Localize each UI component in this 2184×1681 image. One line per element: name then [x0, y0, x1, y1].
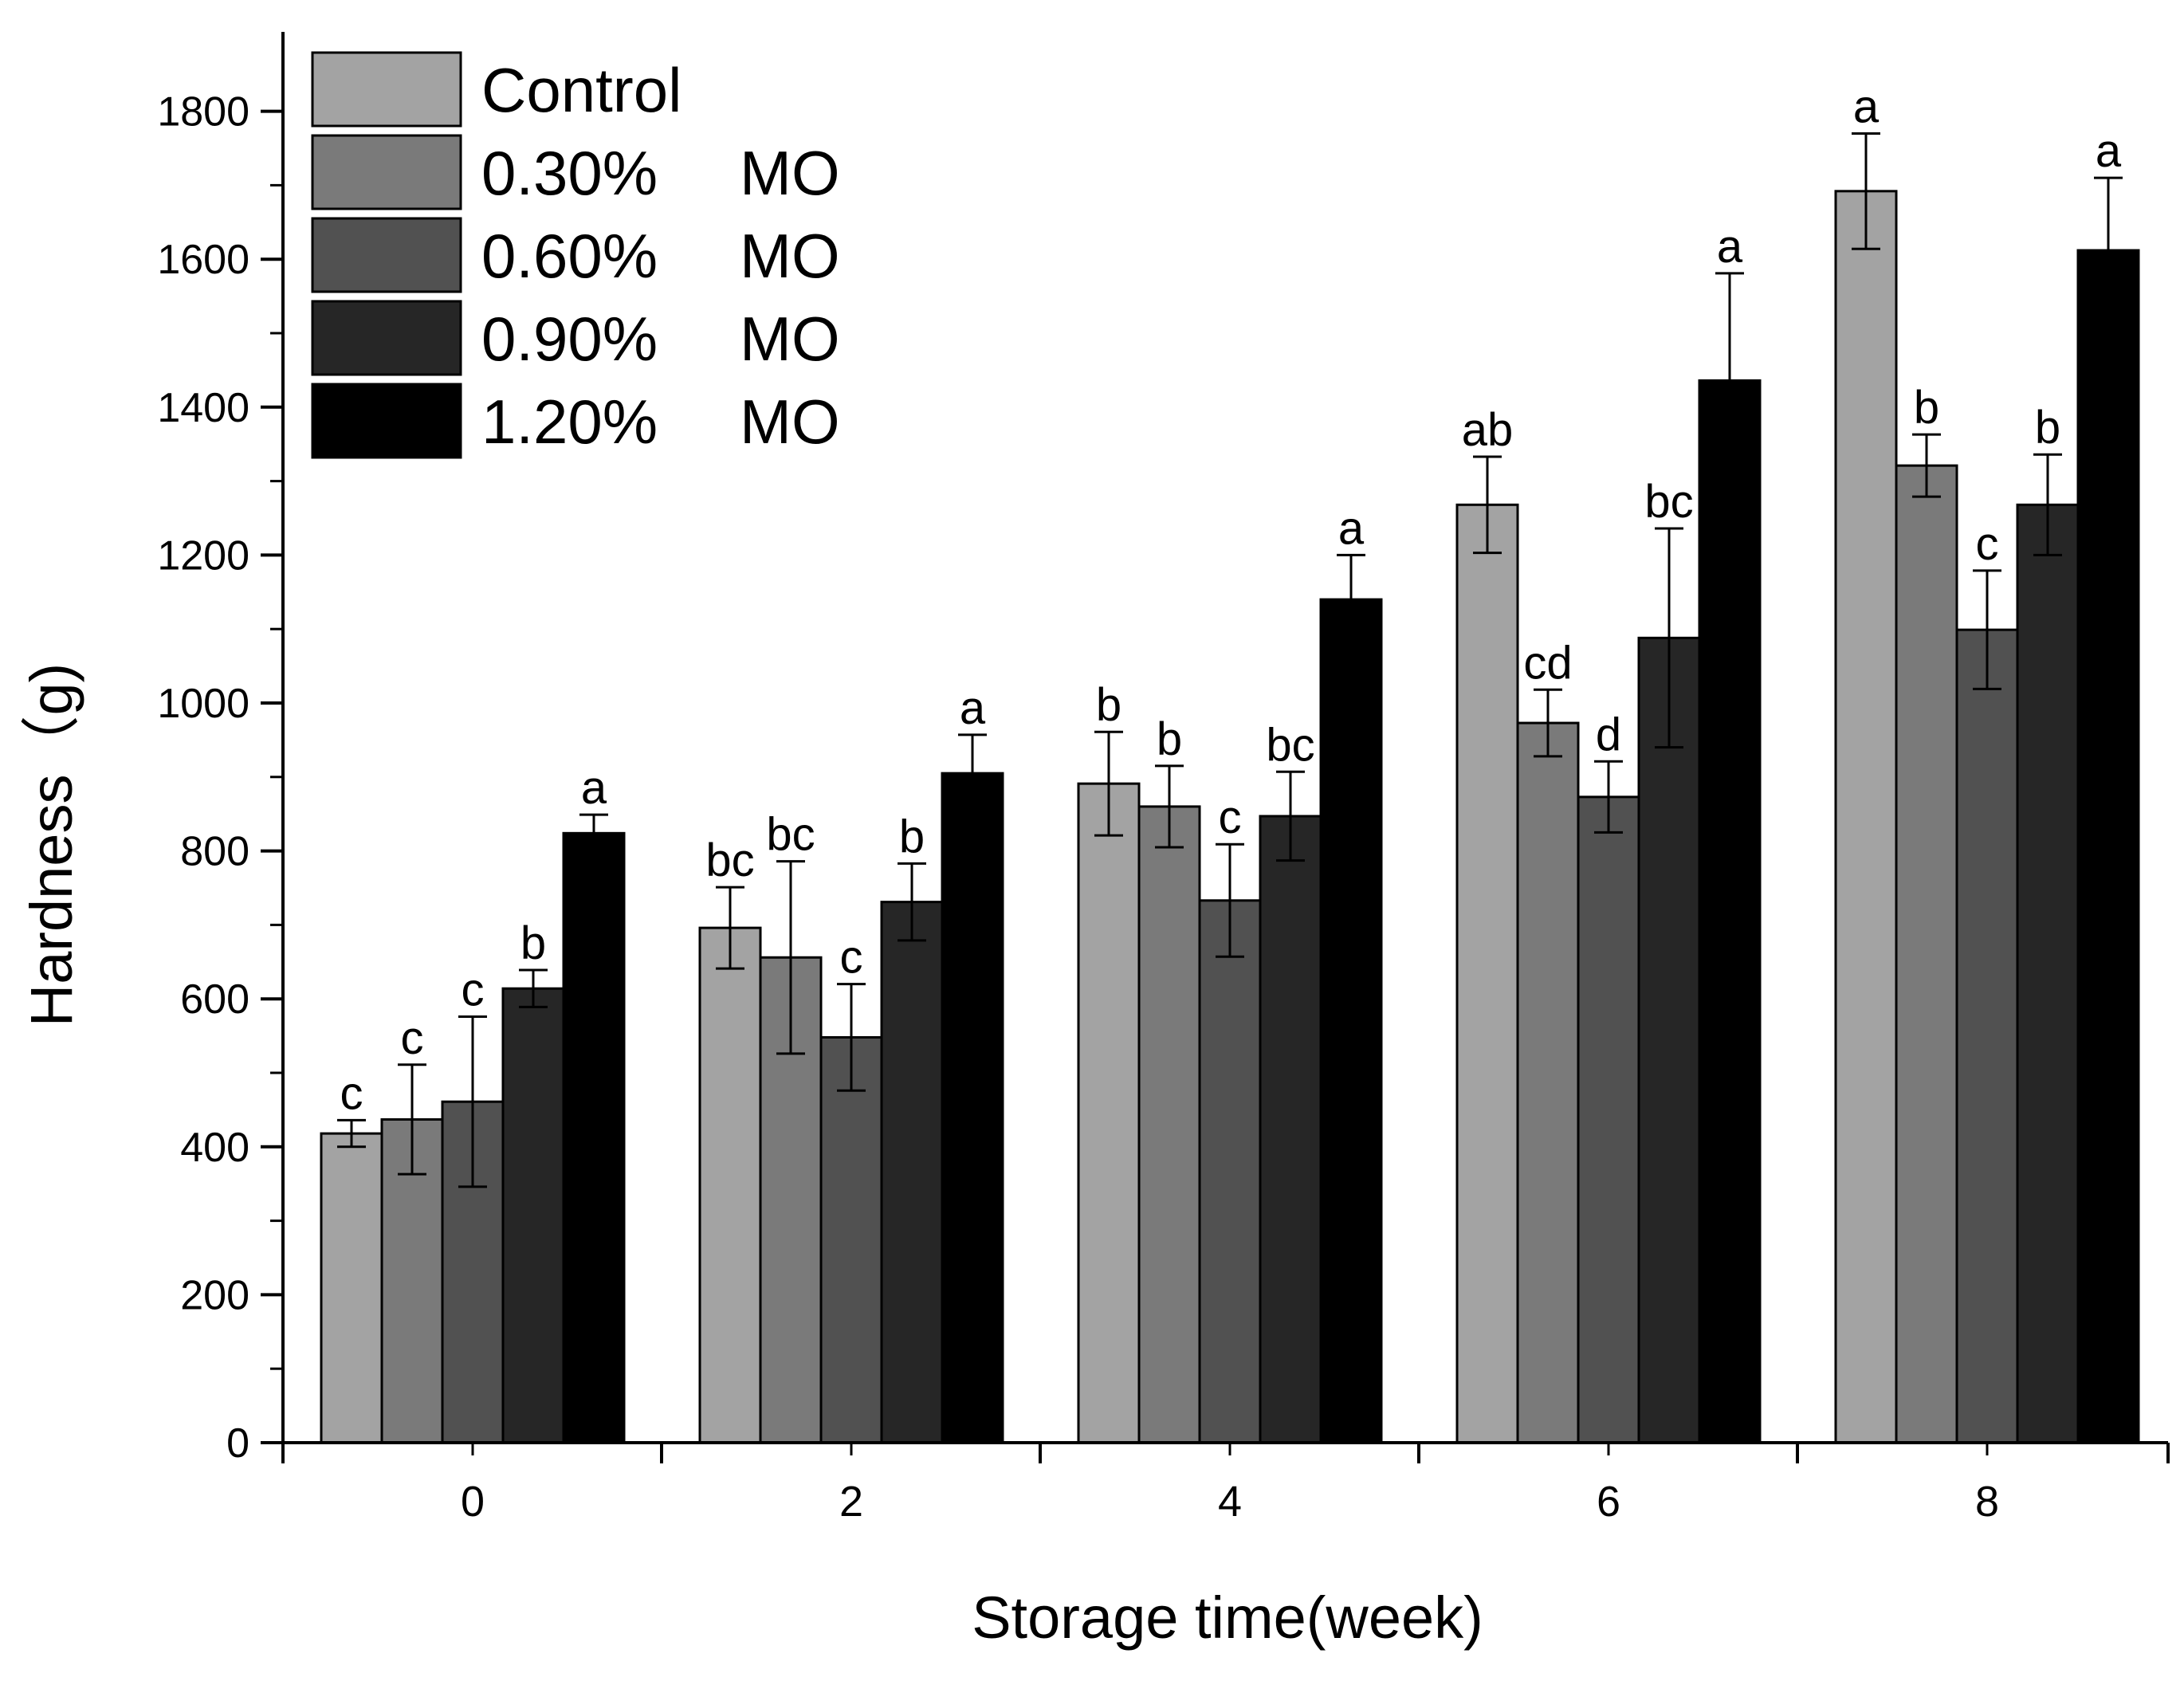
significance-letter-week4-series4: bc — [1266, 719, 1314, 771]
y-tick-label: 400 — [180, 1125, 249, 1171]
legend: Control 0.30% MO 0.60% MO 0.90% MO 1.20% MO — [311, 51, 840, 459]
significance-letter-week6-series1: ab — [1462, 404, 1514, 456]
significance-letter-week6-series5: a — [1717, 221, 1743, 273]
y-tick-label: 0 — [226, 1420, 249, 1467]
significance-letter-week8-series2: b — [1914, 382, 1939, 434]
y-tick-label: 600 — [180, 976, 249, 1023]
bar-week2-series4 — [880, 901, 944, 1444]
y-tick-label: 1200 — [157, 532, 249, 579]
legend-swatch-series2 — [311, 134, 462, 210]
bar-week8-series1 — [1834, 190, 1898, 1444]
axes-layer: 0 200 400 600 800 1000 1200 1400 1600 1800 0 2 4 6 8 — [157, 32, 2170, 1526]
significance-letter-week0-series4: b — [520, 917, 546, 969]
legend-suffix-series3: MO — [740, 221, 840, 291]
significance-letter-week6-series3: d — [1596, 709, 1621, 760]
significance-letter-week0-series3: c — [462, 964, 485, 1015]
legend-swatch-series3 — [311, 217, 462, 293]
bar-week4-series3 — [1198, 899, 1262, 1444]
significance-letter-week6-series4: bc — [1644, 476, 1693, 528]
bar-week6-series4 — [1637, 636, 1701, 1444]
legend-label-series2: 0.30% — [481, 138, 658, 208]
x-tick-label-week6: 6 — [1597, 1478, 1620, 1526]
bar-week8-series5 — [2076, 249, 2140, 1444]
y-tick-label: 1400 — [157, 385, 249, 431]
significance-letter-week2-series4: b — [899, 811, 925, 862]
bar-week8-series2 — [1895, 464, 1958, 1444]
significance-letter-week6-series2: cd — [1523, 637, 1572, 689]
significance-letter-week2-series1: bc — [705, 835, 754, 886]
x-tick-label-week0: 0 — [461, 1478, 485, 1526]
bar-week8-series3 — [1955, 628, 2019, 1444]
bar-week4-series5 — [1319, 598, 1383, 1444]
significance-letter-week4-series3: c — [1219, 791, 1242, 843]
bar-week0-series5 — [562, 831, 626, 1444]
legend-swatch-series5 — [311, 383, 462, 459]
bar-week4-series1 — [1077, 782, 1141, 1444]
y-tick-label: 1800 — [157, 89, 249, 136]
bar-week0-series1 — [320, 1132, 383, 1444]
legend-swatch-series1 — [311, 51, 462, 128]
significance-letter-week4-series1: b — [1096, 679, 1121, 731]
significance-letter-week2-series2: bc — [766, 809, 815, 861]
significance-letter-week8-series5: a — [2096, 125, 2122, 177]
bar-week2-series3 — [819, 1035, 883, 1444]
y-tick-label: 800 — [180, 829, 249, 875]
bar-week8-series4 — [2016, 503, 2080, 1444]
bar-week4-series4 — [1259, 815, 1322, 1444]
legend-label-series1: Control — [481, 55, 682, 125]
bar-week2-series5 — [941, 772, 1004, 1444]
bar-week6-series2 — [1516, 721, 1580, 1444]
error-bars-layer — [337, 132, 2123, 1188]
x-tick-label-week4: 4 — [1218, 1478, 1242, 1526]
x-axis-title: Storage time(week) — [972, 1585, 1483, 1651]
bar-week2-series1 — [698, 926, 762, 1444]
significance-letter-week0-series1: c — [340, 1067, 363, 1119]
y-tick-label: 200 — [180, 1272, 249, 1318]
y-tick-label: 1600 — [157, 237, 249, 283]
legend-swatch-series4 — [311, 300, 462, 376]
legend-label-series5: 1.20% — [481, 387, 658, 457]
significance-letter-week8-series4: b — [2035, 402, 2060, 454]
x-tick-label-week2: 2 — [839, 1478, 863, 1526]
legend-suffix-series5: MO — [740, 387, 840, 457]
significance-letter-week2-series5: a — [960, 682, 986, 734]
significance-letter-week4-series2: b — [1157, 713, 1182, 765]
bar-week6-series3 — [1577, 795, 1640, 1444]
legend-label-series4: 0.90% — [481, 304, 658, 374]
x-tick-label-week8: 8 — [1975, 1478, 1999, 1526]
significance-letter-week8-series3: c — [1976, 518, 1999, 570]
y-tick-label: 1000 — [157, 681, 249, 727]
bars-layer — [320, 190, 2140, 1444]
bar-week4-series2 — [1137, 805, 1201, 1444]
y-axis-title: Hardness（g) — [18, 663, 84, 1027]
significance-letter-week4-series5: a — [1338, 502, 1365, 554]
bar-week0-series4 — [501, 987, 565, 1444]
legend-suffix-series2: MO — [740, 138, 840, 208]
legend-suffix-series4: MO — [740, 304, 840, 374]
legend-label-series3: 0.60% — [481, 221, 658, 291]
bar-week6-series5 — [1698, 379, 1762, 1444]
significance-letter-week8-series1: a — [1853, 81, 1880, 132]
significance-letter-week2-series3: c — [840, 932, 863, 984]
bar-week6-series1 — [1455, 503, 1519, 1444]
significance-letter-week0-series5: a — [581, 762, 607, 814]
significance-letter-week0-series2: c — [401, 1012, 424, 1064]
